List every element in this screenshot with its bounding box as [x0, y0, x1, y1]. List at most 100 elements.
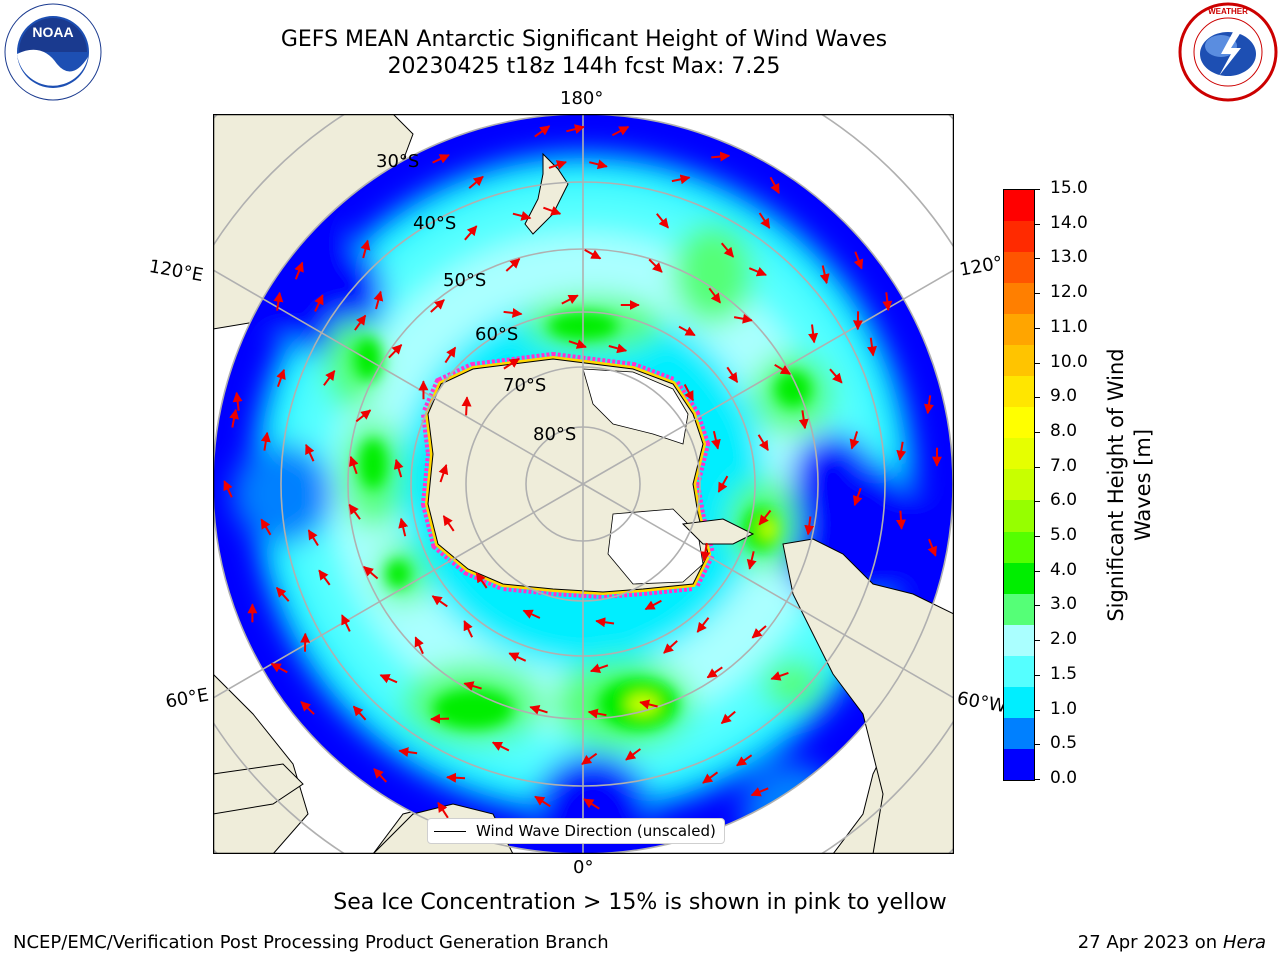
colorbar-segment [1004, 624, 1034, 656]
wind-wave-arrow [300, 701, 315, 715]
wind-wave-arrow [683, 384, 694, 402]
wind-wave-arrow [461, 396, 472, 416]
nws-logo: WEATHER [1178, 2, 1278, 102]
wind-wave-arrow [746, 551, 757, 570]
credit-text: NCEP/EMC/Verification Post Processing Pr… [13, 932, 609, 953]
wind-wave-arrow [726, 366, 739, 384]
wind-wave-arrow [437, 801, 449, 819]
colorbar-segment [1004, 407, 1034, 439]
colorbar-segment [1004, 376, 1034, 408]
wind-wave-arrow [393, 458, 404, 478]
wind-wave-arrow [373, 768, 388, 783]
wind-wave-arrow [260, 431, 271, 451]
lon-label-60e: 60°E [164, 684, 211, 713]
wind-wave-arrow [644, 599, 662, 611]
wind-wave-arrow [696, 617, 710, 633]
colorbar-tick-label: 15.0 [1050, 178, 1088, 198]
wind-wave-arrow [663, 640, 678, 654]
wind-wave-arrow [223, 480, 233, 498]
colorbar-tick-mark [1034, 431, 1040, 433]
lon-label-120e: 120°E [147, 256, 205, 287]
wind-wave-arrow [733, 313, 753, 324]
wind-wave-arrow [808, 324, 819, 344]
wind-wave-arrow [717, 475, 729, 493]
wind-wave-arrow [270, 662, 288, 674]
colorbar-tick-mark [1034, 744, 1040, 746]
lat-label-40s: 40°S [413, 213, 457, 234]
colorbar-tick-label: 6.0 [1050, 490, 1078, 511]
wind-wave-arrow [430, 299, 445, 313]
colorbar-tick-label: 12.0 [1050, 282, 1088, 303]
colorbar-label-line2: Waves [m] [1131, 428, 1155, 542]
colorbar [1003, 189, 1035, 781]
colorbar-segment [1004, 562, 1034, 594]
date-stamp: 27 Apr 2023 on Hera [1078, 932, 1266, 953]
wind-wave-arrow [503, 307, 523, 318]
wind-wave-arrow [849, 431, 860, 450]
wind-wave-arrow [318, 569, 331, 586]
wind-wave-arrow [341, 614, 351, 632]
colorbar-tick-label: 8.0 [1050, 420, 1078, 441]
lat-label-60s: 60°S [475, 324, 519, 345]
legend-label: Wind Wave Direction (unscaled) [476, 822, 716, 840]
colorbar-tick-mark [1034, 258, 1040, 260]
sea-ice-note: Sea Ice Concentration > 15% is shown in … [333, 890, 947, 915]
colorbar-tick-label: 2.0 [1050, 629, 1078, 650]
wind-wave-arrow [770, 671, 789, 681]
wind-wave-arrow [720, 710, 736, 725]
wind-wave-arrow [804, 516, 815, 536]
wind-wave-arrow [852, 487, 863, 507]
colorbar-tick-mark [1034, 674, 1040, 676]
colorbar-tick-label: 0.0 [1050, 768, 1078, 788]
map-legend: Wind Wave Direction (unscaled) [427, 818, 725, 844]
wind-wave-arrow [595, 617, 615, 628]
map-title-line2: 20230425 t18z 144h fcst Max: 7.25 [387, 54, 781, 79]
colorbar-segment [1004, 190, 1034, 222]
wind-wave-arrow [430, 713, 450, 724]
wind-wave-arrow [678, 325, 696, 337]
wind-wave-arrow [373, 290, 384, 310]
wind-wave-arrow [323, 369, 336, 386]
wind-wave-arrow [446, 772, 466, 783]
colorbar-segment [1004, 500, 1034, 532]
noaa-logo: NOAA [4, 3, 102, 101]
wind-wave-arrow [720, 242, 735, 258]
wind-wave-arrow [819, 265, 830, 285]
wind-wave-arrow [379, 674, 398, 684]
wind-wave-arrow [508, 652, 527, 662]
wind-wave-arrow [512, 211, 532, 221]
colorbar-tick-mark [1034, 536, 1040, 538]
colorbar-tick-mark [1034, 709, 1040, 711]
colorbar-tick-label: 3.0 [1050, 594, 1078, 615]
wind-wave-arrow [706, 666, 723, 679]
wind-wave-arrow [758, 212, 771, 229]
wind-wave-arrow [273, 291, 284, 311]
colorbar-tick-label: 9.0 [1050, 386, 1078, 407]
colorbar-tick-mark [1034, 501, 1040, 503]
wind-wave-arrow [464, 225, 478, 241]
colorbar-tick-label: 4.0 [1050, 559, 1078, 580]
colorbar-tick-mark [1034, 570, 1040, 572]
wind-wave-arrow [924, 395, 934, 415]
colorbar-tick-mark [1034, 466, 1040, 468]
legend-line-symbol [434, 830, 466, 832]
wind-wave-arrow [589, 663, 609, 673]
map-canvas [212, 113, 955, 855]
lat-label-70s: 70°S [503, 375, 547, 396]
wind-wave-arrow [432, 154, 450, 164]
wind-wave-arrow [534, 795, 551, 808]
colorbar-tick-label: 1.0 [1050, 698, 1078, 719]
wind-wave-arrow [561, 294, 579, 305]
wind-wave-arrow [711, 430, 721, 450]
colorbar-label-line1: Significant Height of Wind [1104, 348, 1128, 622]
lat-label-30s: 30°S [376, 151, 420, 172]
wind-wave-arrow [276, 368, 286, 388]
wind-wave-arrow [566, 124, 585, 134]
colorbar-tick-label: 7.0 [1050, 455, 1078, 476]
colorbar-segment [1004, 252, 1034, 284]
colorbar-tick-mark [1034, 397, 1040, 399]
colorbar-segment [1004, 593, 1034, 625]
wind-wave-arrow [829, 368, 843, 384]
wind-wave-arrow [656, 213, 669, 229]
wind-wave-arrow [708, 287, 721, 304]
